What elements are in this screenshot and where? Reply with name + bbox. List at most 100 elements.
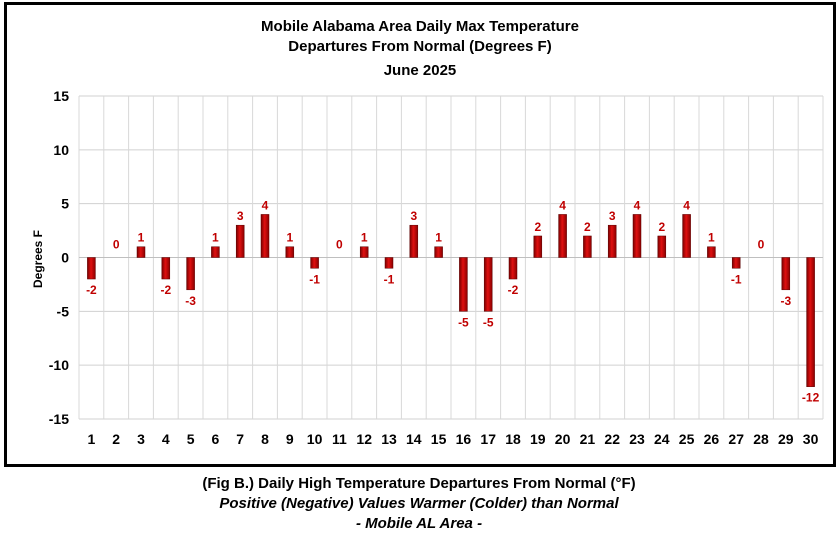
x-tick-label: 1 [88,431,96,447]
data-label: 0 [113,238,120,252]
bar-day-24 [657,235,667,258]
bar-day-10 [310,257,319,269]
data-label: -1 [309,272,320,286]
chart-title: Mobile Alabama Area Daily Max Temperatur… [261,18,579,79]
y-tick-label: 0 [61,250,69,266]
bar-day-12 [359,246,369,258]
bar-day-19 [533,235,543,258]
data-label: 0 [336,238,343,252]
data-label: -5 [483,315,494,329]
x-tick-label: 28 [753,431,769,447]
x-tick-label: 6 [212,431,220,447]
x-tick-label: 26 [704,431,720,447]
chart-title-line-2: Departures From Normal (Degrees F) [288,38,551,55]
bar-day-30 [806,257,815,387]
bar-day-15 [434,246,443,258]
data-label: 3 [237,209,244,223]
x-tick-label: 4 [162,431,170,447]
bars [87,214,815,387]
bar-day-22 [607,224,617,258]
x-tick-label: 27 [728,431,744,447]
bar-day-1 [87,257,96,280]
x-tick-label: 14 [406,431,422,447]
data-label: -2 [86,283,97,297]
bar-day-3 [136,246,146,258]
bar-day-18 [508,257,518,280]
x-tick-label: 15 [431,431,447,447]
data-label: -3 [185,294,196,308]
data-label: -3 [780,294,791,308]
x-tick-label: 21 [580,431,596,447]
x-tick-label: 23 [629,431,645,447]
data-label: 1 [212,231,219,245]
data-label: 1 [708,231,715,245]
x-tick-label: 25 [679,431,695,447]
bar-day-4 [161,257,171,280]
data-label: 0 [758,238,765,252]
bar-day-7 [235,224,245,258]
bar-day-16 [459,257,468,312]
x-tick-label: 3 [137,431,145,447]
bar-day-23 [632,214,642,258]
data-label: -2 [160,283,171,297]
chart-title-line-3: June 2025 [384,62,457,79]
data-label: 4 [559,198,566,212]
bar-day-6 [211,246,220,258]
data-label: 2 [534,220,541,234]
bar-day-5 [186,257,195,291]
x-tick-label: 24 [654,431,670,447]
bar-day-26 [707,246,716,258]
bar-day-27 [731,257,741,269]
data-label: 4 [634,198,641,212]
y-axis-label: Degrees F [31,230,45,288]
data-label: 4 [683,198,690,212]
x-tick-label: 19 [530,431,546,447]
x-tick-label: 8 [261,431,269,447]
x-tick-label: 30 [803,431,819,447]
bar-day-21 [583,235,592,258]
bar-day-29 [781,257,791,291]
caption-line-1: (Fig B.) Daily High Temperature Departur… [202,475,636,492]
data-label: -1 [384,272,395,286]
bar-chart: Mobile Alabama Area Daily Max Temperatur… [31,18,824,447]
data-label: -5 [458,315,469,329]
y-tick-label: -5 [57,303,70,319]
x-tick-label: 9 [286,431,294,447]
data-label: 1 [361,231,368,245]
caption-line-2: Positive (Negative) Values Warmer (Colde… [219,495,619,512]
x-tick-label: 17 [480,431,496,447]
data-label: 1 [286,231,293,245]
chart-title-line-1: Mobile Alabama Area Daily Max Temperatur… [261,18,579,35]
data-label: 3 [609,209,616,223]
x-tick-label: 13 [381,431,397,447]
y-tick-label: -10 [49,357,69,373]
data-label: 2 [658,220,665,234]
y-tick-label: -15 [49,411,69,427]
data-label: -2 [508,283,519,297]
data-label: 2 [584,220,591,234]
data-label: -12 [802,391,820,405]
y-axis-ticks: 15 10 5 0 -5 -10 -15 [49,88,69,427]
y-tick-label: 15 [53,88,69,104]
data-labels: -2 0 1 -2 -3 1 3 4 1 -1 0 1 -1 3 1 -5 -5 -2 2 4 2 3 4 2 4 1 -1 0 -3 -… [86,198,820,404]
bar-day-20 [558,214,567,258]
data-label: 3 [410,209,417,223]
figure-caption: (Fig B.) Daily High Temperature Departur… [0,474,838,534]
bar-day-13 [384,257,394,269]
x-tick-label: 29 [778,431,794,447]
x-tick-label: 2 [112,431,120,447]
x-axis-ticks: 1 2 3 4 5 6 7 8 9 10 11 12 13 14 15 16 17 18 19 20 21 22 23 24 2… [88,431,819,447]
data-label: 1 [435,231,442,245]
x-tick-label: 12 [356,431,372,447]
x-tick-label: 18 [505,431,521,447]
x-tick-label: 20 [555,431,571,447]
x-tick-label: 16 [456,431,472,447]
x-tick-label: 22 [604,431,620,447]
x-tick-label: 11 [332,431,347,447]
y-tick-label: 5 [61,196,69,212]
x-tick-label: 10 [307,431,323,447]
x-tick-label: 7 [236,431,244,447]
caption-line-3: - Mobile AL Area - [355,515,483,532]
bar-day-8 [260,214,270,258]
data-label: 1 [138,231,145,245]
